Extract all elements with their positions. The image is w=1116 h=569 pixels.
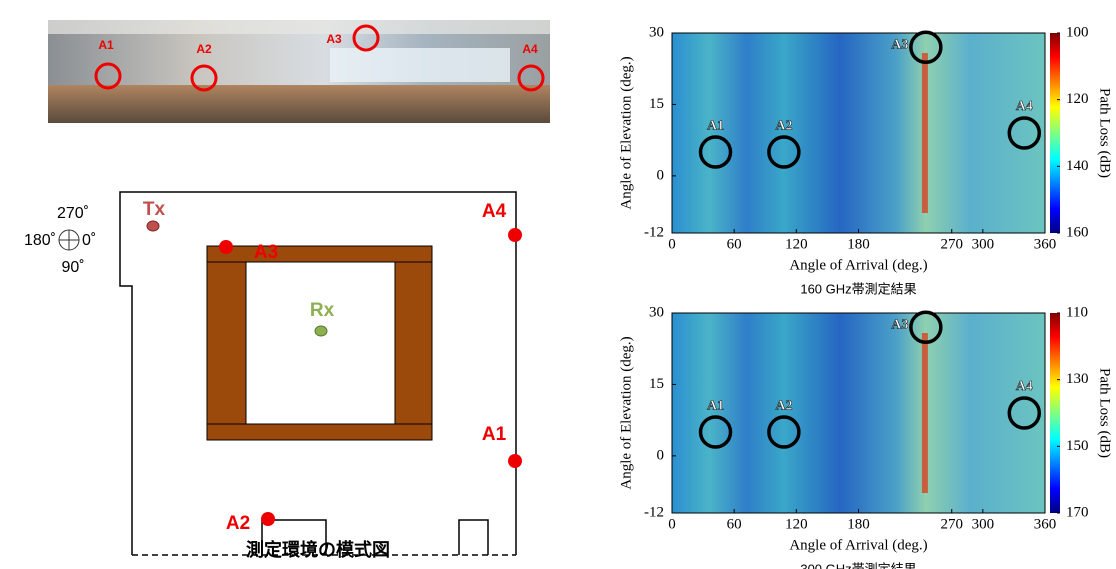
y-tick-label: -12 xyxy=(644,224,664,240)
y-tick-label: 30 xyxy=(649,24,664,40)
x-tick-label: 270 xyxy=(941,516,964,532)
colorbar-tick-label: 100 xyxy=(1066,24,1089,40)
floor-plan-title: 測定環境の模式図 xyxy=(246,539,390,560)
x-tick-label: 360 xyxy=(1034,236,1057,252)
annotation-label: A2 xyxy=(775,118,792,133)
chart-caption: 300 GHz帯測定結果 xyxy=(800,561,916,569)
annotation-label: A1 xyxy=(707,118,724,133)
colorbar xyxy=(1050,313,1060,513)
annotation-circle xyxy=(698,415,733,449)
a3-label: A3 xyxy=(254,242,278,263)
rx-label: Rx xyxy=(310,300,335,321)
annotation-circle xyxy=(698,135,733,169)
colorbar-tick-label: 140 xyxy=(1066,158,1089,174)
compass-label: 90˚ xyxy=(61,259,84,276)
y-tick-label: 15 xyxy=(649,96,664,112)
colorbar xyxy=(1050,33,1060,233)
y-tick-label: 0 xyxy=(657,447,665,463)
compass-label: 180˚ xyxy=(24,232,56,249)
x-axis-label: Angle of Arrival (deg.) xyxy=(789,257,927,273)
compass-label: 0˚ xyxy=(82,232,96,249)
x-tick-label: 270 xyxy=(941,236,964,252)
x-tick-label: 360 xyxy=(1034,516,1057,532)
x-tick-label: 300 xyxy=(972,236,995,252)
y-tick-label: 30 xyxy=(649,304,664,320)
x-tick-label: 180 xyxy=(847,236,870,252)
chart-caption: 160 GHz帯測定結果 xyxy=(800,281,916,296)
annotation-label: A2 xyxy=(775,398,792,413)
x-tick-label: 120 xyxy=(785,516,808,532)
colorbar-label: Path Loss (dB) xyxy=(1097,368,1113,458)
colorbar-tick-label: 130 xyxy=(1066,371,1089,387)
annotation-label: A3 xyxy=(891,38,908,53)
a4-label: A4 xyxy=(482,201,507,222)
heatmap-image xyxy=(672,33,1045,233)
heatmap-hotspot xyxy=(921,53,928,213)
y-axis-label: Angle of Elevation (deg.) xyxy=(618,336,634,489)
annotation-circle xyxy=(1007,396,1042,430)
annotation-label: A3 xyxy=(891,318,908,333)
colorbar-tick-label: 110 xyxy=(1066,304,1088,320)
y-tick-label: 15 xyxy=(649,376,664,392)
annotation-circle xyxy=(767,135,801,169)
x-tick-label: 120 xyxy=(785,236,808,252)
floor-plan: Tx Rx A4 A3 A1 A2 270˚ 180˚ 0˚ 90˚ 測定環境の… xyxy=(24,191,522,560)
colorbar-tick-label: 150 xyxy=(1066,438,1089,454)
y-tick-label: -12 xyxy=(644,504,664,520)
annotation-circle xyxy=(909,30,943,65)
colorbar-tick-label: 160 xyxy=(1066,224,1089,240)
photo-label: A3 xyxy=(326,32,342,46)
x-axis-label: Angle of Arrival (deg.) xyxy=(789,537,927,553)
y-axis-label: Angle of Elevation (deg.) xyxy=(618,56,634,209)
colorbar-tick-label: 120 xyxy=(1066,91,1089,107)
colorbar-label: Path Loss (dB) xyxy=(1097,88,1113,178)
a1-label: A1 xyxy=(482,424,507,445)
x-tick-label: 60 xyxy=(727,236,742,252)
x-tick-label: 0 xyxy=(668,236,676,252)
annotation-label: A4 xyxy=(1016,379,1033,394)
annotation-label: A1 xyxy=(707,398,724,413)
photo-label: A1 xyxy=(98,38,114,52)
annotation-circle xyxy=(1007,116,1042,150)
x-tick-label: 300 xyxy=(972,516,995,532)
compass-label: 270˚ xyxy=(57,205,89,222)
heatmap-image xyxy=(672,313,1045,513)
photo-label: A4 xyxy=(522,42,538,56)
x-tick-label: 60 xyxy=(727,516,742,532)
heatmap-hotspot xyxy=(921,333,928,493)
panorama: A1 A2 A3 A4 xyxy=(48,20,550,123)
annotation-circle xyxy=(767,415,801,449)
tx-label: Tx xyxy=(143,199,166,220)
x-tick-label: 0 xyxy=(668,516,676,532)
photo-label: A2 xyxy=(196,42,212,56)
colorbar-tick-label: 170 xyxy=(1066,504,1089,520)
y-tick-label: 0 xyxy=(657,167,665,183)
a2-label: A2 xyxy=(226,513,250,534)
annotation-circle xyxy=(909,310,943,345)
annotation-label: A4 xyxy=(1016,99,1033,114)
x-tick-label: 180 xyxy=(847,516,870,532)
